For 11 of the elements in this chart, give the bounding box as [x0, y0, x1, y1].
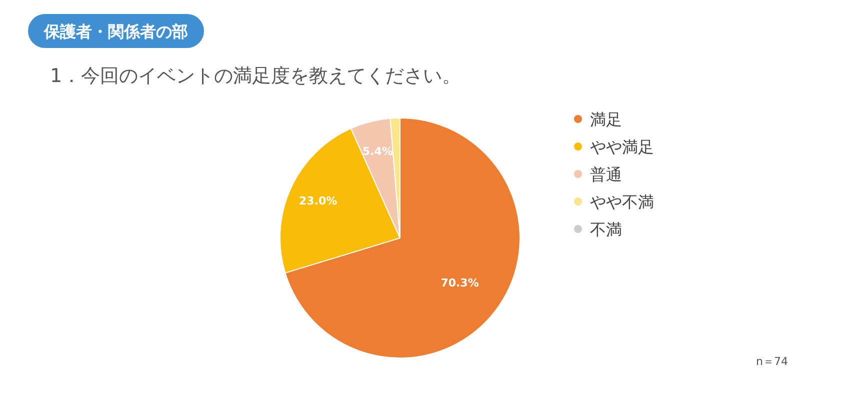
- text: n＝74: [756, 355, 788, 368]
- legend-label: 不満: [590, 220, 622, 239]
- legend-label: やや満足: [590, 138, 654, 156]
- chart-subtitle: 1．今回のイベントの満足度を教えてください。: [50, 65, 462, 87]
- legend-label: 満足: [590, 110, 622, 129]
- data-label: 70.3%: [440, 276, 479, 290]
- data-label: 5.4%: [362, 144, 393, 158]
- legend-label: 普通: [590, 165, 622, 184]
- data-label: 23.0%: [299, 194, 338, 208]
- title: 保護者・関係者の部: [28, 14, 204, 48]
- legend-label: やや不満: [590, 192, 654, 212]
